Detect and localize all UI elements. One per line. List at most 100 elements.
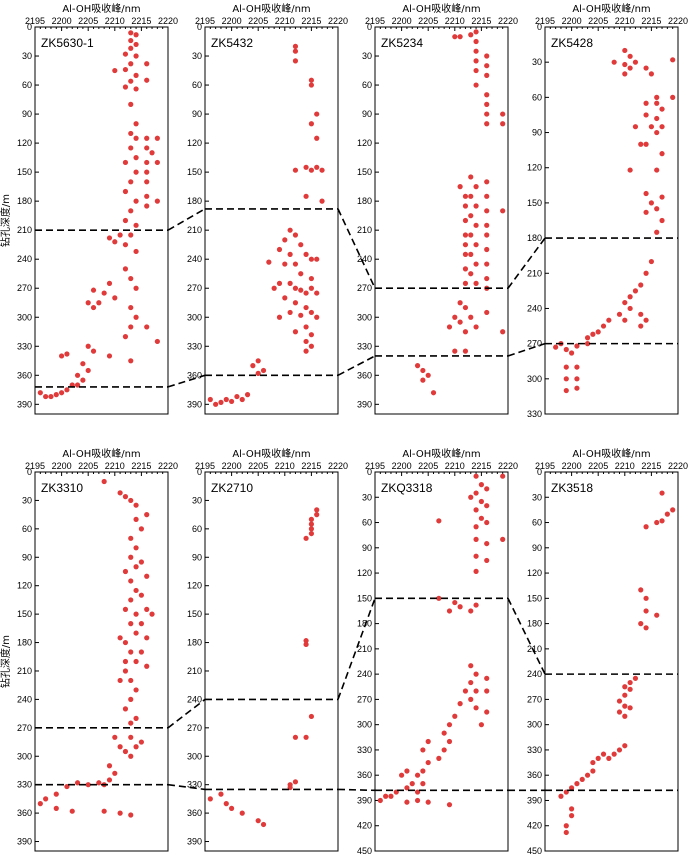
data-point xyxy=(234,393,240,400)
data-point xyxy=(595,755,601,761)
data-point xyxy=(436,755,442,761)
data-point xyxy=(446,738,453,745)
x-tick-label: 2205 xyxy=(78,16,98,26)
data-point xyxy=(590,331,596,337)
data-point xyxy=(473,280,479,286)
y-tick-label: 60 xyxy=(362,518,372,528)
data-point xyxy=(218,399,224,405)
data-point xyxy=(441,747,447,753)
data-point xyxy=(473,48,479,54)
data-point xyxy=(303,638,309,644)
data-point xyxy=(85,343,91,349)
x-tick-label: 2195 xyxy=(365,461,385,471)
data-point xyxy=(500,536,506,542)
data-point xyxy=(595,329,601,335)
data-point xyxy=(133,53,139,59)
y-tick-label: 390 xyxy=(357,399,372,409)
y-axis-title: 钻孔深度/m xyxy=(0,194,12,247)
data-point xyxy=(377,797,383,804)
data-point xyxy=(643,190,649,197)
boundary-connector xyxy=(337,788,376,792)
data-point xyxy=(80,377,86,383)
data-point xyxy=(101,478,107,485)
y-tick-label: 390 xyxy=(17,837,32,847)
x-tick-label: 2205 xyxy=(588,16,608,26)
data-point xyxy=(128,304,134,311)
data-point xyxy=(128,720,134,726)
data-point xyxy=(133,687,139,693)
data-point xyxy=(579,776,585,783)
data-point xyxy=(128,597,134,603)
data-point xyxy=(128,30,134,36)
data-point xyxy=(468,696,474,703)
data-point xyxy=(128,734,134,740)
data-point xyxy=(53,791,59,797)
data-point xyxy=(282,237,288,243)
data-point xyxy=(122,242,129,248)
data-point xyxy=(457,604,463,610)
data-point xyxy=(85,782,91,788)
data-point xyxy=(122,84,129,90)
y-tick-label: 330 xyxy=(187,341,202,351)
data-point xyxy=(138,621,144,627)
data-point xyxy=(654,129,660,136)
data-point xyxy=(128,497,134,504)
data-point xyxy=(218,791,224,797)
data-point xyxy=(138,592,144,598)
x-tick-label: 2215 xyxy=(641,461,661,471)
data-point xyxy=(484,709,490,715)
panel-zk5630-1: Al-OH吸收峰/nm 2195 2200 2205 2210 2215 2220 0 30 60… xyxy=(0,2,178,415)
data-point xyxy=(478,722,484,728)
panel-zk5428: Al-OH吸收峰/nm 2195 2200 2205 2210 2215 2220 0 30 60… xyxy=(527,2,688,419)
data-point xyxy=(122,668,129,674)
data-point xyxy=(144,512,150,518)
y-tick-label: 30 xyxy=(532,492,542,502)
y-tick-label: 90 xyxy=(192,552,202,562)
data-point xyxy=(654,100,660,106)
data-point xyxy=(654,519,660,526)
y-tick-label: 90 xyxy=(192,109,202,119)
data-point xyxy=(622,317,628,323)
data-point xyxy=(420,377,426,383)
data-point xyxy=(484,503,490,509)
data-point xyxy=(244,392,251,398)
y-tick-label: 390 xyxy=(357,795,372,805)
data-point xyxy=(133,198,139,204)
data-point xyxy=(144,663,150,669)
data-point xyxy=(112,295,118,301)
data-point xyxy=(383,793,389,799)
y-tick-label: 300 xyxy=(527,720,542,730)
data-point xyxy=(303,251,309,257)
data-point xyxy=(462,688,469,694)
data-point xyxy=(414,363,421,369)
data-point xyxy=(133,564,139,570)
data-point xyxy=(574,364,580,370)
data-point xyxy=(468,314,474,320)
y-tick-label: 30 xyxy=(192,51,202,61)
data-point xyxy=(643,100,649,106)
data-point xyxy=(128,621,134,627)
data-point xyxy=(473,490,479,496)
data-point xyxy=(144,169,150,175)
data-point xyxy=(457,184,463,190)
x-tick-label: 2215 xyxy=(471,461,491,471)
y-tick-label: 330 xyxy=(527,745,542,755)
data-point xyxy=(473,203,479,209)
plot-frame xyxy=(544,471,679,852)
y-tick-label: 270 xyxy=(357,283,372,293)
data-point xyxy=(473,536,479,542)
data-point xyxy=(478,515,484,521)
y-tick-label: 150 xyxy=(357,593,372,603)
data-point xyxy=(473,261,479,267)
data-point xyxy=(308,285,314,291)
boundary-connector xyxy=(337,598,376,700)
plot-frame xyxy=(544,26,679,415)
x-tick-label: 2200 xyxy=(562,16,582,26)
data-point xyxy=(648,71,655,77)
data-point xyxy=(59,353,65,359)
data-point xyxy=(133,502,139,508)
data-point xyxy=(128,101,134,107)
data-point xyxy=(144,193,150,199)
data-point xyxy=(446,608,453,614)
data-point xyxy=(473,688,479,694)
